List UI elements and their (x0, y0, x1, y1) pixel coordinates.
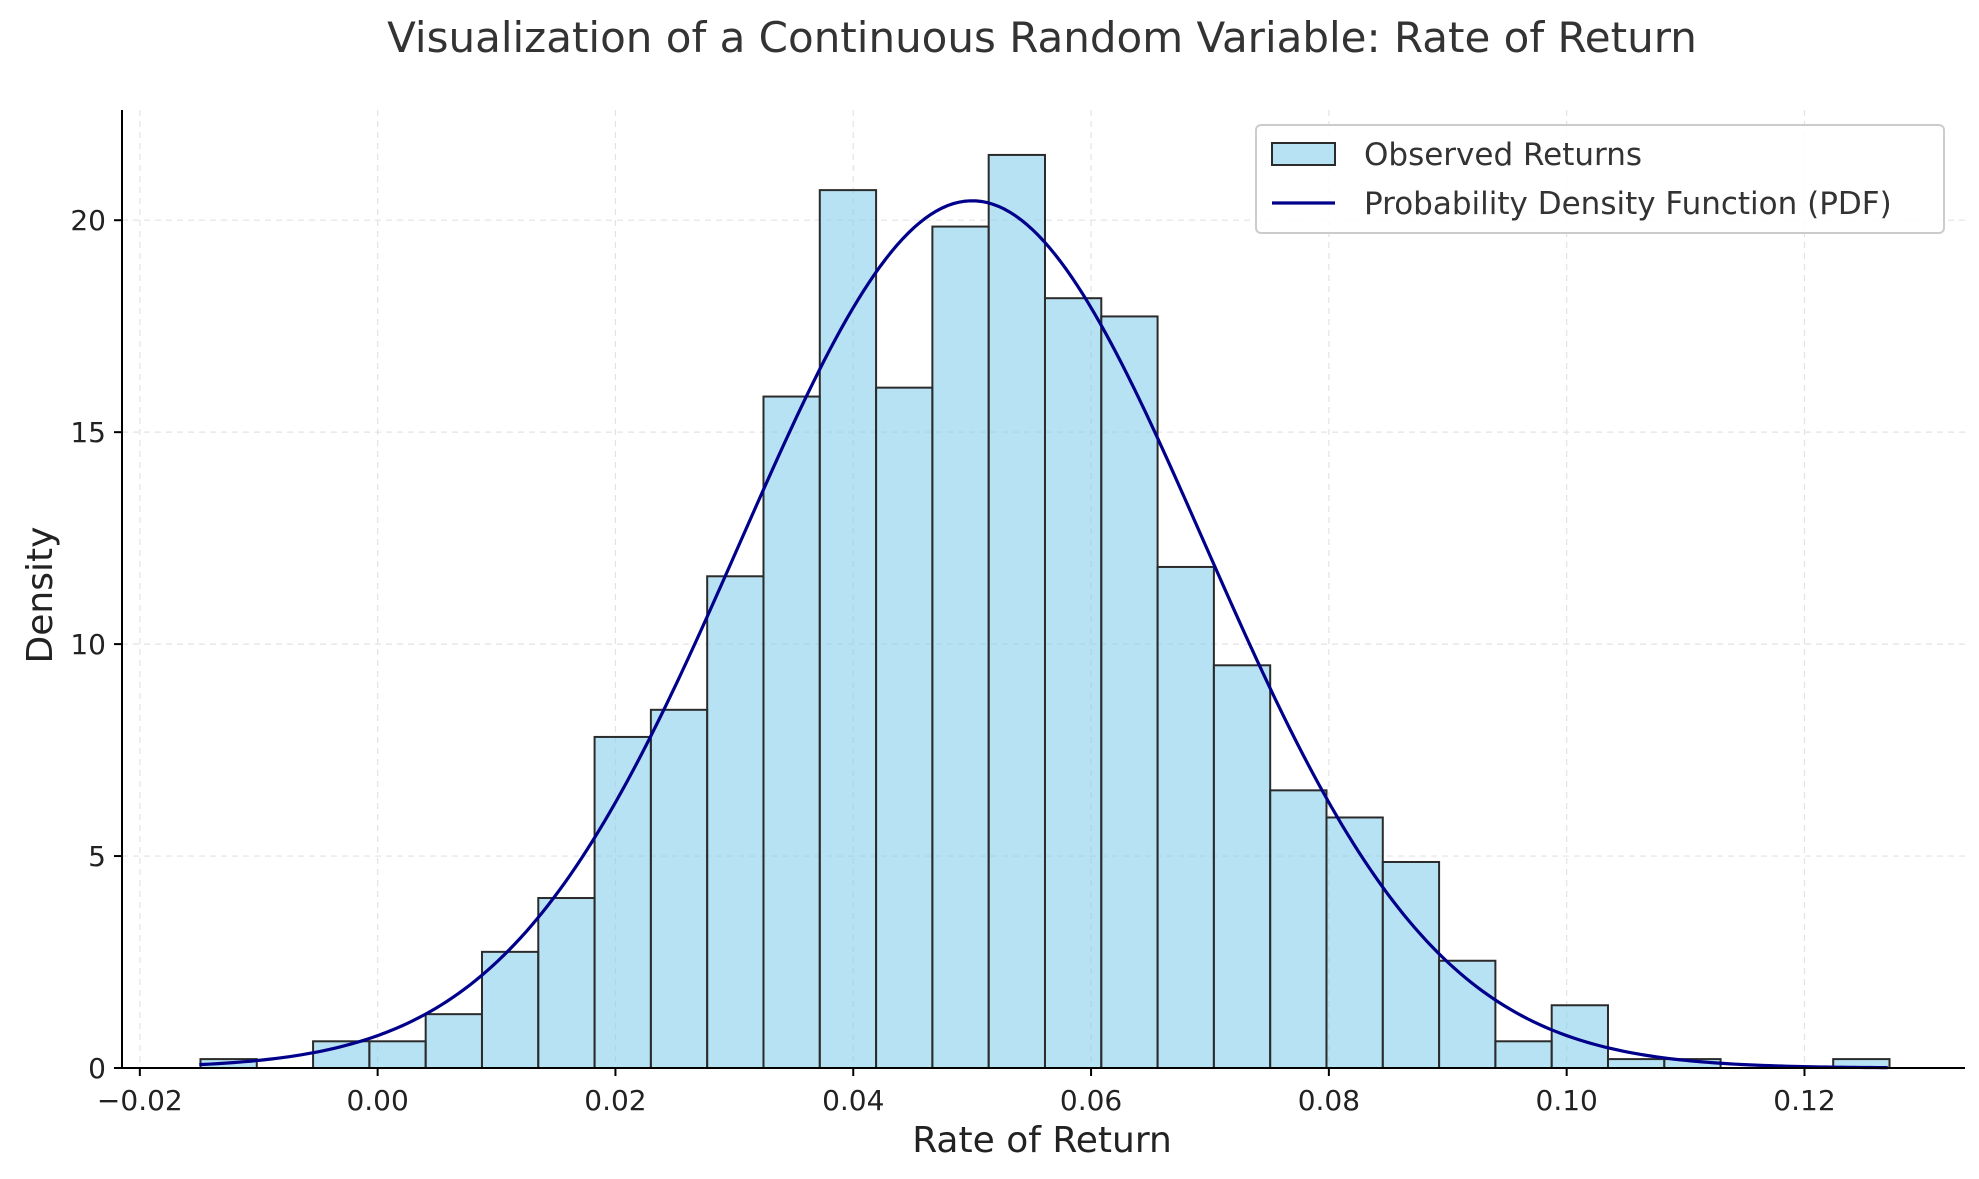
histogram-bar (1438, 959, 1497, 1070)
histogram-bar (1269, 789, 1328, 1069)
x-tick-label: 0.04 (822, 1084, 884, 1117)
histogram-bar (424, 1013, 483, 1069)
histogram-bar (480, 950, 540, 1069)
histogram-bar (537, 897, 596, 1069)
x-tick-label: 0.02 (584, 1084, 646, 1117)
histogram-bar (875, 386, 934, 1069)
y-axis-label: Density (20, 527, 61, 664)
x-tick-label: −0.02 (97, 1084, 183, 1117)
chart-title: Visualization of a Continuous Random Var… (387, 13, 1697, 62)
y-tick-label: 20 (70, 204, 106, 237)
histogram-bar (1606, 1058, 1666, 1070)
legend: Observed Returns Probability Density Fun… (1255, 124, 1945, 234)
histogram-bar (818, 189, 878, 1070)
histogram-bar (1325, 816, 1384, 1069)
x-tick-label: 0.08 (1298, 1084, 1360, 1117)
histogram-bar (987, 153, 1046, 1069)
x-tick-label: 0.06 (1060, 1084, 1122, 1117)
y-tick-label: 15 (70, 416, 106, 449)
histogram-bar (368, 1040, 427, 1069)
legend-swatch-observed-returns (1271, 142, 1336, 166)
legend-frame (1255, 124, 1945, 234)
histogram-bar (706, 575, 765, 1070)
histogram-bar (1494, 1040, 1553, 1069)
pdf-line-layer (199, 199, 1888, 1070)
histogram-bar (1156, 565, 1215, 1069)
axes: −0.02 0.00 0.02 0.04 0.06 0.08 0.10 0.12 0 5 10 15 2… (70, 110, 1965, 1117)
y-tick-label: 10 (70, 628, 106, 661)
x-tick-label: 0.00 (346, 1084, 408, 1117)
histogram-bars (199, 153, 1891, 1070)
histogram-bar (649, 708, 709, 1070)
x-tick-label: 0.12 (1773, 1084, 1835, 1117)
histogram-bar (1381, 860, 1441, 1069)
legend-label-observed-returns: Observed Returns (1364, 137, 1642, 173)
histogram-bar (1043, 297, 1103, 1069)
pdf-line (199, 199, 1888, 1070)
legend-label-pdf: Probability Density Function (PDF) (1364, 186, 1892, 222)
histogram-bar (762, 395, 821, 1070)
x-axis-label: Rate of Return (912, 1120, 1172, 1161)
histogram-bar (1550, 1004, 1609, 1070)
histogram-bar (1212, 664, 1272, 1070)
y-tick-label: 0 (88, 1052, 106, 1085)
x-tick-label: 0.10 (1536, 1084, 1598, 1117)
histogram-bar (931, 225, 990, 1069)
histogram-bar (1100, 315, 1159, 1069)
y-tick-label: 5 (88, 840, 106, 873)
